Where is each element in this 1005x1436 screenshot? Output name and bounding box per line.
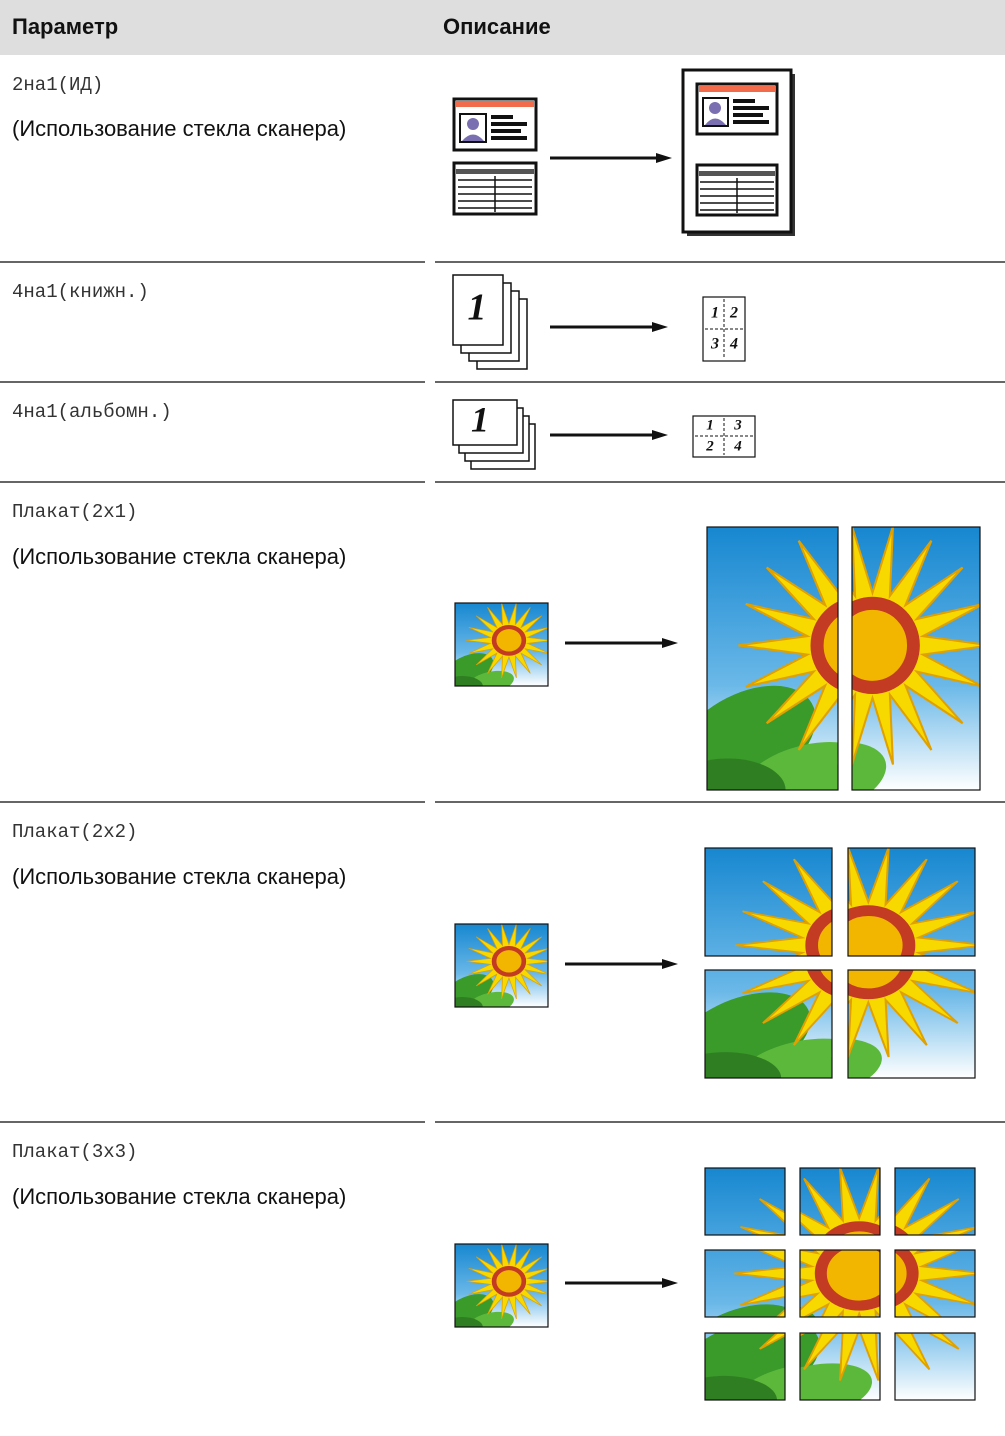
tile-border (704, 1167, 786, 1236)
option-label: Плакат(2x2) (12, 821, 137, 843)
arrow-head (652, 322, 668, 332)
option-label: 4на1(книжн.) (12, 281, 149, 303)
figure-number: 4 (729, 336, 738, 353)
option-label: 4на1(альбомн.) (12, 401, 172, 423)
sunflower (435, 603, 551, 699)
option-note: (Использование стекла сканера) (12, 116, 346, 141)
figure-number: 1 (711, 305, 719, 322)
tile-border (894, 1167, 976, 1236)
sunflower (435, 1244, 551, 1340)
figure-number: 2 (705, 438, 714, 454)
arrow-head (652, 430, 668, 440)
figure-number: 2 (729, 305, 738, 322)
thumbnail (435, 603, 551, 699)
tile-border (894, 1332, 976, 1401)
figure-number: 3 (733, 417, 742, 433)
thumbnail (435, 1244, 551, 1340)
tile-border (706, 526, 839, 791)
figure-number: 4 (733, 438, 742, 454)
tile-border (454, 1243, 549, 1328)
illustrations (0, 153, 1005, 1401)
tile-border (847, 847, 976, 957)
tile-border (454, 602, 549, 687)
tile-border (454, 923, 549, 1008)
tile-border (851, 526, 981, 791)
option-label: Плакат(2x1) (12, 501, 137, 523)
arrow-head (662, 1278, 678, 1288)
sunflower (435, 924, 551, 1020)
option-label: Плакат(3x3) (12, 1141, 137, 1163)
figure-number: 1 (706, 417, 714, 433)
tile-border (894, 1249, 976, 1318)
column-header: Описание (443, 14, 551, 39)
option-label: 2на1(ИД) (12, 74, 103, 96)
option-note: (Использование стекла сканера) (12, 1184, 346, 1209)
figure-number: 3 (710, 336, 719, 353)
tile-border (799, 1332, 881, 1401)
tile-border (704, 1332, 786, 1401)
tile-border (799, 1167, 881, 1236)
tile-border (704, 1249, 786, 1318)
arrow-head (662, 959, 678, 969)
column-header: Параметр (12, 14, 118, 39)
figure-number: 1 (471, 399, 489, 439)
tile-border (704, 969, 833, 1079)
option-note: (Использование стекла сканера) (12, 544, 346, 569)
figure-number: 1 (468, 287, 487, 329)
tile-border (847, 969, 976, 1079)
arrow-head (662, 638, 678, 648)
header-bg (0, 0, 1005, 55)
id-figure (452, 68, 795, 236)
landscape-figure: 1 1 3 2 4 (452, 399, 756, 470)
tile-border (799, 1249, 881, 1318)
portrait-figure: 1 1 2 3 4 (452, 274, 746, 370)
option-note: (Использование стекла сканера) (12, 864, 346, 889)
arrow-head (656, 153, 672, 163)
thumbnail (435, 924, 551, 1020)
tile-border (704, 847, 833, 957)
